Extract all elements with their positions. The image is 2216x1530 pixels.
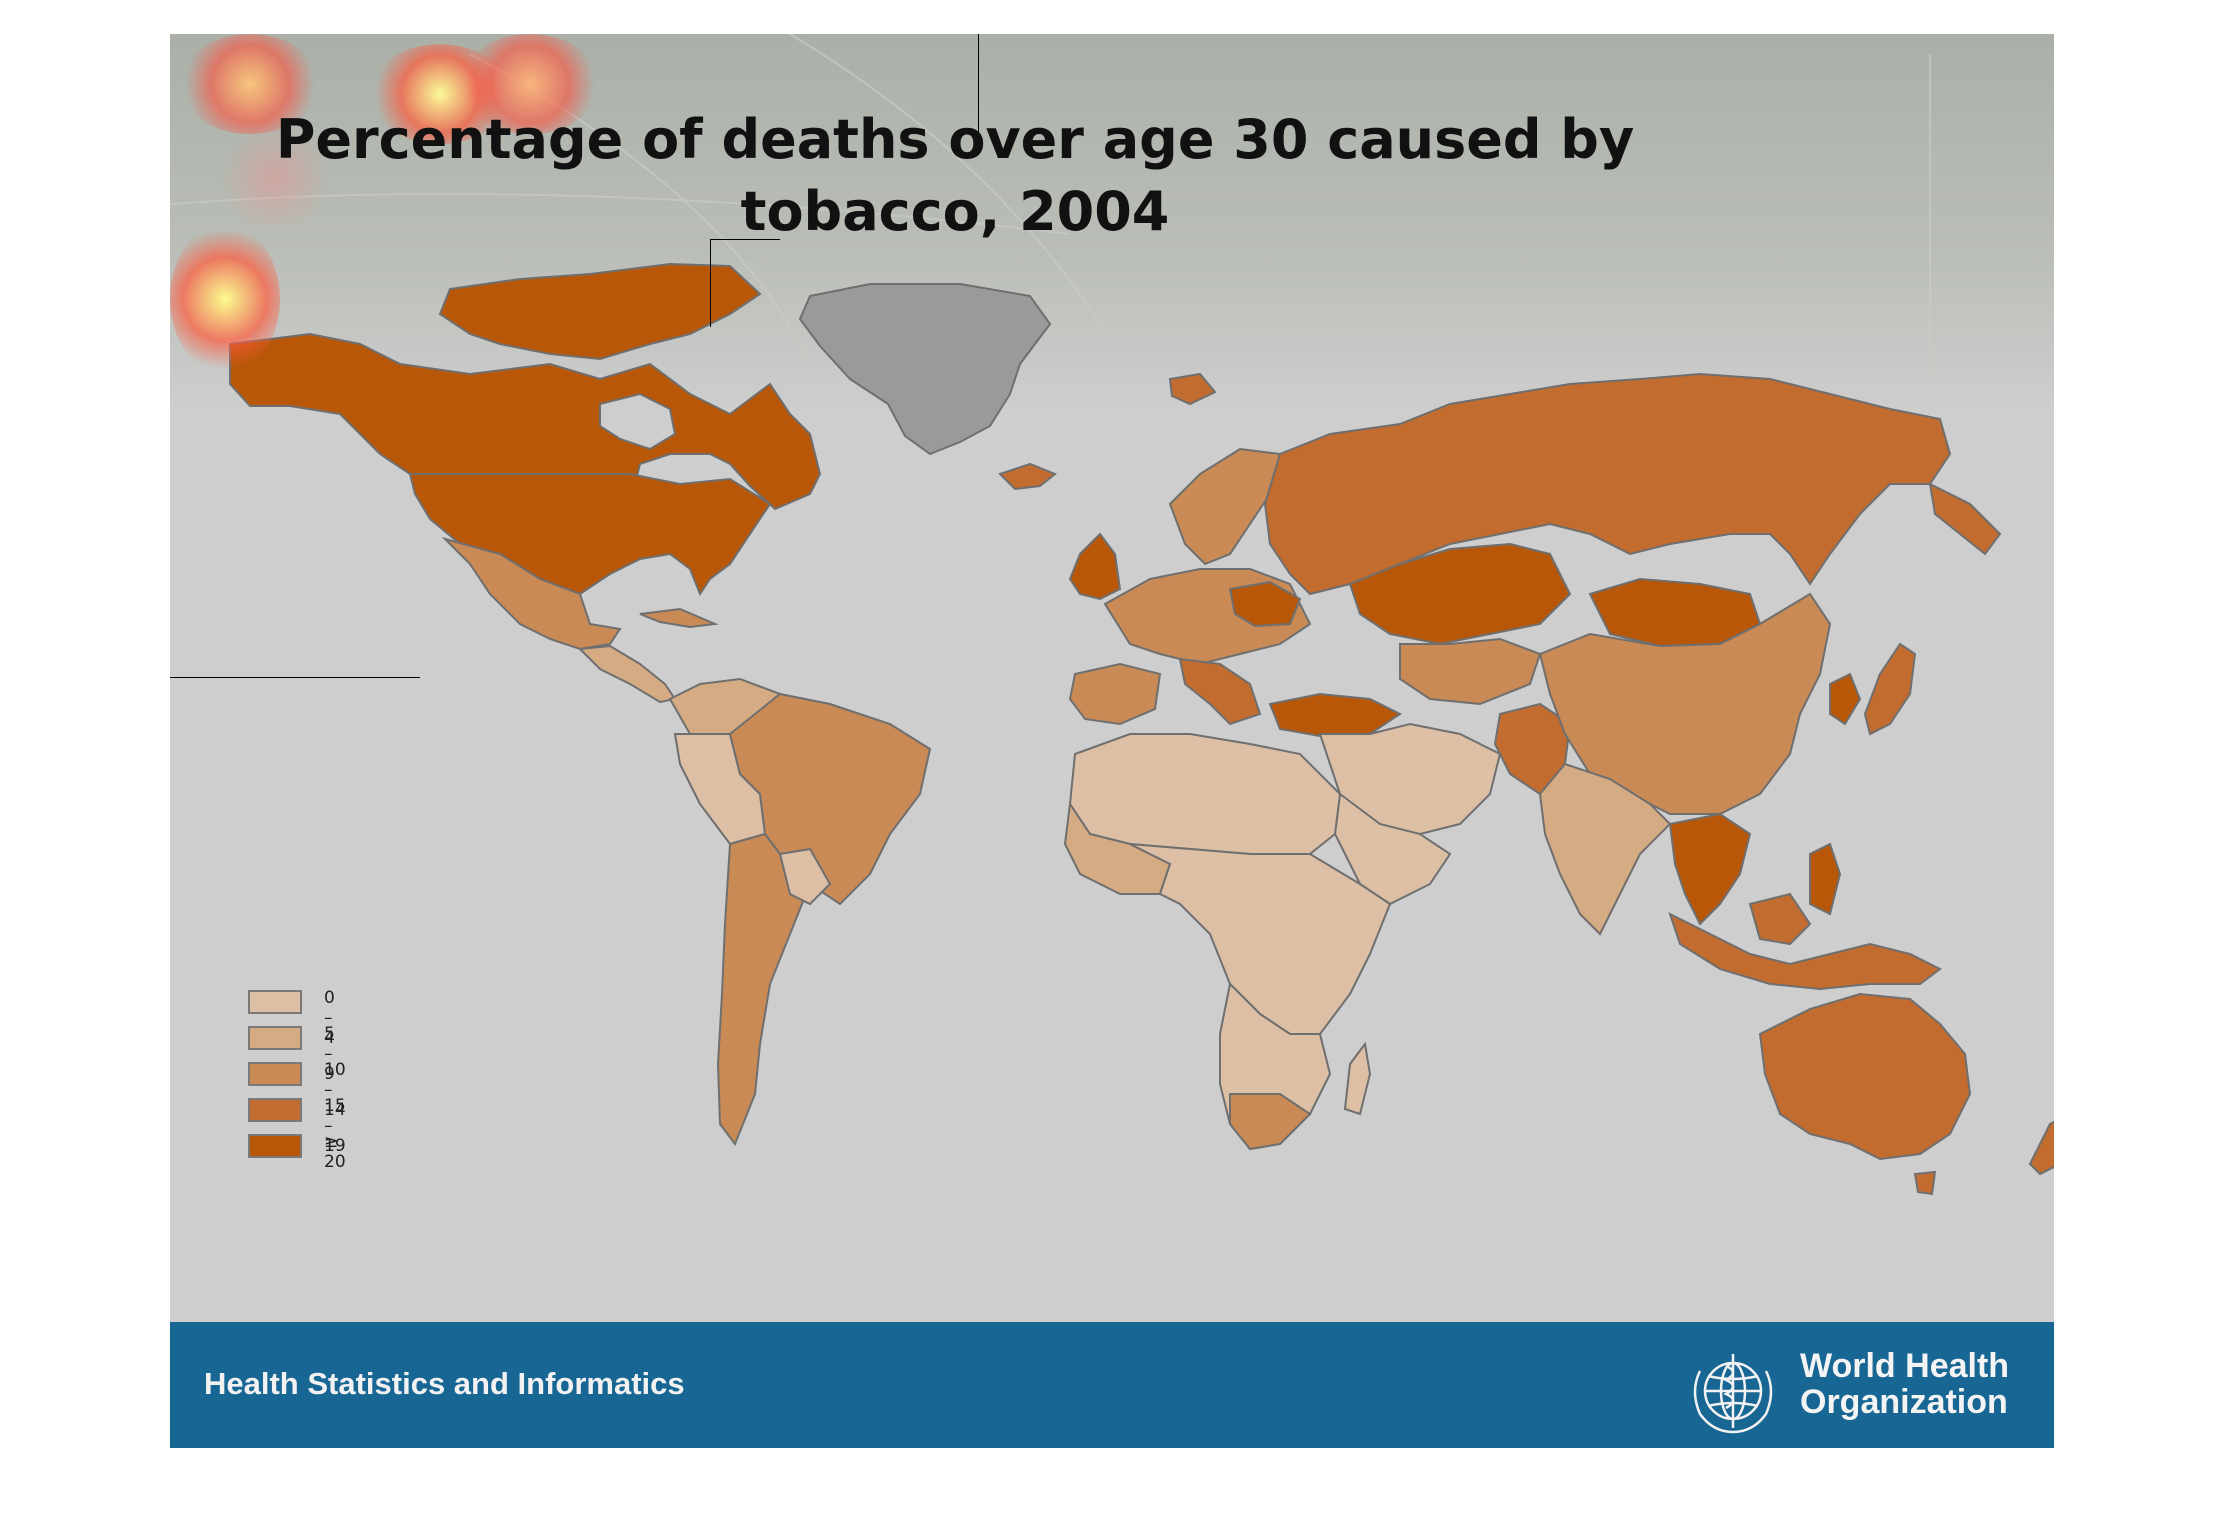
- legend-swatch: [248, 1098, 302, 1122]
- country-tasmania: [1913, 1170, 1937, 1196]
- legend-label: 0 – 4: [324, 988, 335, 1048]
- country-korea: [1829, 672, 1862, 726]
- country-iceland: [998, 462, 1057, 491]
- guide-line: [170, 677, 420, 678]
- legend-swatch: [248, 990, 302, 1014]
- country-madagascar: [1343, 1041, 1372, 1116]
- country-kazakhstan: [1348, 542, 1572, 646]
- who-logo-text: World Health Organization: [1800, 1348, 2009, 1420]
- region-southern-europe: [1178, 657, 1262, 726]
- country-turkey: [1268, 692, 1402, 738]
- country-australia: [1758, 992, 1972, 1161]
- country-india: [1538, 762, 1672, 936]
- guide-line: [710, 239, 780, 240]
- legend-label: 5 – 9: [324, 1024, 335, 1084]
- legend-swatch: [248, 1062, 302, 1086]
- region-eastern-europe: [1228, 580, 1302, 628]
- region-borneo: [1748, 892, 1812, 946]
- country-south-africa: [1229, 1093, 1312, 1151]
- country-svalbard: [1168, 372, 1217, 406]
- region-arabian-peninsula: [1333, 792, 1452, 906]
- country-paraguay-uruguay: [778, 847, 832, 906]
- country-japan: [1863, 642, 1917, 736]
- hudson-bay: [599, 392, 677, 451]
- country-brazil: [728, 692, 932, 906]
- region-north-africa: [1068, 733, 1342, 855]
- country-greenland: [798, 283, 1052, 456]
- country-russia: [1263, 372, 1952, 596]
- country-canada-alaska: [229, 332, 822, 511]
- footer-department-label: Health Statistics and Informatics: [204, 1366, 685, 1401]
- region-central-america: [577, 644, 677, 704]
- region-iberia: [1068, 662, 1162, 726]
- country-mexico: [441, 537, 622, 651]
- legend-swatch: [248, 1134, 302, 1158]
- who-name-line-1: World Health: [1800, 1347, 2010, 1385]
- legend-label: 15 – 19: [324, 1096, 346, 1156]
- title-line-1: Percentage of deaths over age 30 caused …: [275, 108, 1635, 171]
- region-indonesia: [1668, 912, 1942, 991]
- region-central-africa: [1129, 843, 1392, 1035]
- guide-line: [710, 239, 711, 327]
- country-canada-arctic-islands: [438, 262, 762, 361]
- country-cuba: [639, 607, 719, 629]
- region-southeast-asia: [1668, 812, 1752, 926]
- who-name-line-2: Organization: [1800, 1383, 2008, 1421]
- country-russia-far-east: [1928, 482, 2002, 556]
- slide: Percentage of deaths over age 30 caused …: [170, 34, 2054, 1448]
- country-china: [1538, 592, 1832, 815]
- guide-line: [978, 34, 979, 154]
- page-title: Percentage of deaths over age 30 caused …: [170, 104, 1740, 248]
- footer-bar: Health Statistics and Informatics World …: [170, 1322, 2054, 1448]
- who-emblem-icon: [1693, 1354, 1773, 1434]
- title-line-2: tobacco, 2004: [740, 180, 1170, 243]
- country-philippines: [1809, 842, 1842, 916]
- world-map: [170, 34, 2054, 1196]
- region-scandinavia: [1168, 447, 1282, 566]
- legend-label: ≥ 20: [324, 1132, 346, 1172]
- legend-swatch: [248, 1026, 302, 1050]
- legend-label: 10 – 14: [324, 1060, 346, 1120]
- country-usa: [408, 473, 772, 597]
- region-central-asia: [1399, 637, 1542, 706]
- country-uk-ireland: [1068, 532, 1122, 601]
- country-new-zealand: [2028, 1120, 2054, 1176]
